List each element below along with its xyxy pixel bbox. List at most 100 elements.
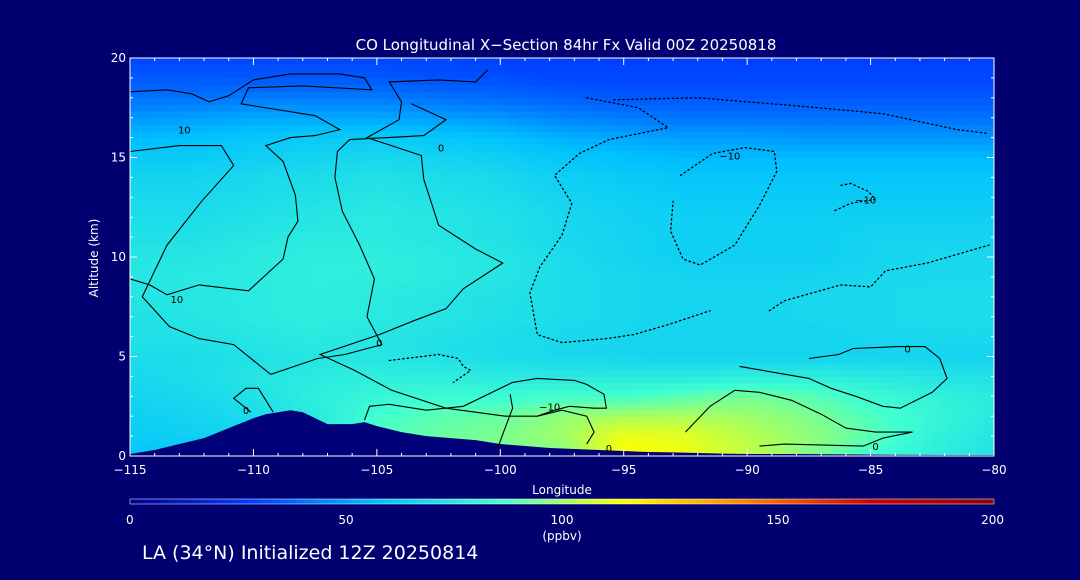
- heatmap-cell: [229, 376, 239, 384]
- heatmap-cell: [868, 144, 878, 152]
- heatmap-cell: [625, 409, 635, 417]
- heatmap-cell: [805, 416, 815, 424]
- heatmap-cell: [175, 429, 185, 437]
- heatmap-cell: [652, 356, 662, 364]
- heatmap-cell: [355, 124, 365, 132]
- heatmap-cell: [526, 442, 536, 450]
- heatmap-cell: [778, 137, 788, 145]
- heatmap-cell: [184, 203, 194, 212]
- heatmap-cell: [499, 409, 509, 417]
- heatmap-cell: [139, 203, 149, 212]
- heatmap-cell: [859, 283, 869, 291]
- heatmap-cell: [778, 383, 788, 391]
- heatmap-cell: [571, 177, 581, 185]
- heatmap-cell: [535, 283, 545, 291]
- heatmap-cell: [436, 336, 446, 344]
- heatmap-cell: [472, 270, 482, 278]
- heatmap-cell: [535, 190, 545, 198]
- heatmap-cell: [175, 422, 185, 431]
- heatmap-cell: [409, 396, 419, 404]
- heatmap-cell: [814, 449, 824, 456]
- heatmap-cell: [796, 270, 806, 278]
- heatmap-cell: [607, 184, 617, 192]
- heatmap-cell: [157, 416, 167, 424]
- heatmap-cell: [535, 150, 545, 159]
- heatmap-cell: [310, 230, 320, 238]
- heatmap-cell: [355, 164, 365, 172]
- heatmap-cell: [553, 164, 563, 172]
- heatmap-cell: [157, 263, 167, 271]
- heatmap-cell: [823, 223, 833, 232]
- heatmap-cell: [931, 336, 941, 344]
- heatmap-cell: [337, 416, 347, 424]
- heatmap-cell: [328, 184, 338, 192]
- heatmap-cell: [670, 323, 680, 331]
- heatmap-cell: [157, 336, 167, 344]
- heatmap-cell: [814, 230, 824, 238]
- heatmap-cell: [742, 263, 752, 271]
- heatmap-cell: [967, 283, 977, 291]
- heatmap-cell: [139, 177, 149, 185]
- heatmap-cell: [499, 257, 509, 265]
- heatmap-cell: [355, 329, 365, 338]
- heatmap-cell: [157, 257, 167, 265]
- heatmap-cell: [265, 150, 275, 159]
- heatmap-cell: [472, 257, 482, 265]
- heatmap-cell: [508, 150, 518, 159]
- heatmap-cell: [859, 336, 869, 344]
- heatmap-cell: [706, 343, 716, 351]
- heatmap-cell: [490, 164, 500, 172]
- heatmap-cell: [796, 323, 806, 331]
- heatmap-cell: [661, 349, 671, 358]
- heatmap-cell: [265, 257, 275, 265]
- heatmap-cell: [589, 276, 599, 285]
- heatmap-cell: [355, 250, 365, 258]
- heatmap-cell: [832, 349, 842, 358]
- heatmap-cell: [130, 223, 140, 232]
- heatmap-cell: [157, 177, 167, 185]
- heatmap-cell: [184, 343, 194, 351]
- heatmap-cell: [247, 170, 257, 178]
- heatmap-cell: [670, 316, 680, 324]
- heatmap-cell: [130, 436, 140, 444]
- heatmap-cell: [184, 197, 194, 205]
- heatmap-cell: [454, 130, 464, 139]
- heatmap-cell: [454, 270, 464, 278]
- heatmap-cell: [634, 237, 644, 245]
- heatmap-cell: [670, 283, 680, 291]
- heatmap-cell: [553, 323, 563, 331]
- heatmap-cell: [526, 217, 536, 225]
- heatmap-cell: [247, 310, 257, 318]
- heatmap-cell: [886, 356, 896, 364]
- heatmap-cell: [292, 130, 302, 139]
- heatmap-cell: [328, 389, 338, 397]
- heatmap-cell: [463, 329, 473, 338]
- heatmap-cell: [409, 263, 419, 271]
- heatmap-cell: [445, 230, 455, 238]
- heatmap-cell: [913, 157, 923, 165]
- heatmap-cell: [616, 177, 626, 185]
- heatmap-cell: [859, 257, 869, 265]
- heatmap-cell: [364, 157, 374, 165]
- heatmap-cell: [472, 170, 482, 178]
- heatmap-cell: [382, 409, 392, 417]
- heatmap-cell: [940, 409, 950, 417]
- heatmap-cell: [715, 436, 725, 444]
- heatmap-cell: [985, 349, 994, 358]
- heatmap-cell: [985, 409, 994, 417]
- heatmap-cell: [607, 369, 617, 377]
- heatmap-cell: [346, 210, 356, 218]
- heatmap-cell: [652, 310, 662, 318]
- heatmap-cell: [310, 243, 320, 251]
- heatmap-cell: [679, 111, 689, 119]
- heatmap-cell: [346, 369, 356, 377]
- heatmap-cell: [409, 217, 419, 225]
- heatmap-cell: [301, 217, 311, 225]
- heatmap-cell: [904, 336, 914, 344]
- heatmap-cell: [265, 184, 275, 192]
- heatmap-cell: [931, 329, 941, 338]
- heatmap-cell: [769, 243, 779, 251]
- heatmap-cell: [508, 416, 518, 424]
- heatmap-cell: [436, 203, 446, 212]
- heatmap-cell: [157, 290, 167, 298]
